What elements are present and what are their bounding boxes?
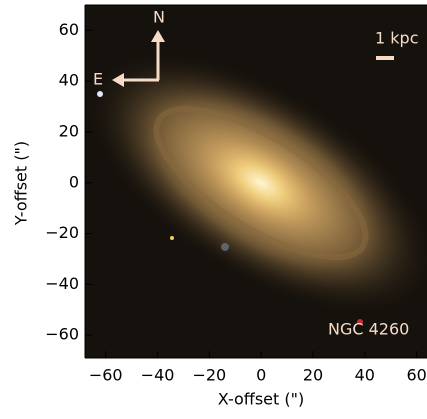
star [97,91,103,97]
y-tick-label: 40 [59,71,79,90]
galaxy-core [207,141,315,225]
y-tick-label: −40 [45,274,79,293]
east-label: E [93,70,103,89]
x-tick-label: 0 [256,366,266,385]
x-tick-label: −20 [192,366,226,385]
galaxy-arm [153,105,369,261]
y-tick-label: 60 [59,20,79,39]
north-arrowhead [151,30,165,42]
y-tick-label: 20 [59,121,79,140]
y-tick-label: 0 [69,172,79,191]
x-tick-label: 40 [355,366,375,385]
x-tick-label: 20 [303,366,323,385]
y-tick-label: −60 [45,325,79,344]
north-label: N [153,8,165,27]
x-axis-label: X-offset (") [218,390,304,409]
star [170,236,174,240]
east-arrowhead [112,73,124,87]
object-label: NGC 4260 [328,320,409,339]
x-tick-label: −40 [141,366,175,385]
scale-label: 1 kpc [375,29,418,48]
image: N E 1 kpc NGC 4260 [85,5,427,358]
x-tick-label: −60 [89,366,123,385]
x-tick-label: 60 [406,366,426,385]
y-tick-label: −20 [45,223,79,242]
star [357,319,363,325]
star [221,243,229,251]
y-axis-label: Y-offset (") [12,141,31,226]
